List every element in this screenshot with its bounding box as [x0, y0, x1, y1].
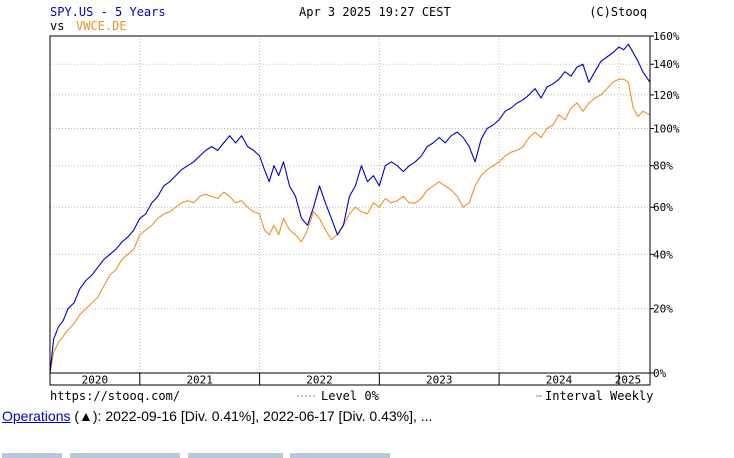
series-line-vwce-de	[49, 78, 651, 374]
chart-date: Apr 3 2025 19:27 CEST	[299, 5, 451, 19]
vs-label: vs	[50, 19, 64, 33]
y-tick-label: 120%	[653, 89, 680, 102]
y-tick-label: 140%	[653, 58, 680, 71]
chart-source: (C)Stooq	[589, 5, 647, 19]
x-axis-band	[49, 372, 651, 386]
x-tick-label: 2024	[546, 374, 573, 387]
footer-level: Level 0%	[321, 389, 380, 403]
y-axis-ticks: 0% 20% 40% 60% 80% 100% 120% 140% 160%	[650, 30, 680, 380]
footer-url[interactable]: https://stooq.com/	[50, 389, 180, 403]
x-tick-label: 2022	[306, 374, 333, 387]
y-tick-label: 40%	[653, 248, 673, 261]
footer-interval: Interval Weekly	[545, 389, 653, 403]
operations-text: (▲): 2022-09-16 [Div. 0.41%], 2022-06-17…	[70, 408, 433, 424]
x-tick-label: 2023	[426, 374, 453, 387]
x-axis-ticks: 2020 2021 2022 2023 2024 2025	[82, 373, 642, 387]
chart-title: SPY.US - 5 Years	[50, 5, 166, 19]
y-tick-label: 20%	[653, 303, 673, 316]
operations-link[interactable]: Operations	[2, 408, 71, 424]
y-tick-label: 160%	[653, 30, 680, 43]
series-line-spy-us	[49, 43, 651, 374]
x-tick-label: 2025	[615, 374, 642, 387]
cutoff-row	[0, 450, 734, 458]
x-tick-label: 2020	[82, 374, 109, 387]
price-chart: SPY.US - 5 Years Apr 3 2025 19:27 CEST (…	[49, 5, 680, 403]
compare-symbol[interactable]: VWCE.DE	[76, 19, 127, 33]
series-layer	[49, 43, 651, 374]
x-tick-label: 2021	[186, 374, 213, 387]
y-tick-label: 60%	[653, 201, 673, 214]
y-tick-label: 100%	[653, 123, 680, 136]
operations-line: Operations (▲): 2022-09-16 [Div. 0.41%],…	[2, 408, 727, 428]
y-tick-label: 0%	[653, 367, 667, 380]
grid-lines	[50, 35, 650, 374]
y-tick-label: 80%	[653, 160, 673, 173]
